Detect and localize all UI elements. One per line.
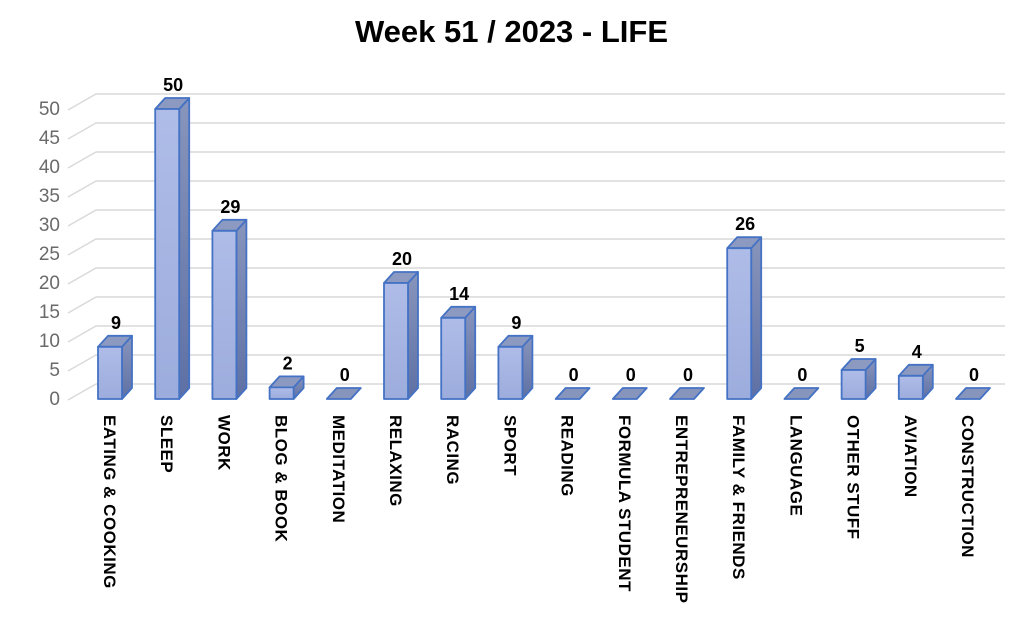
data-label-aviation: 4: [912, 342, 922, 362]
bar-eating-cooking: [97, 345, 123, 400]
y-axis-tick-label: 0: [49, 389, 60, 410]
data-label-sleep: 50: [163, 75, 183, 95]
bars: [97, 97, 991, 400]
bar-sleep-side: [178, 97, 191, 400]
bar-family-friends-side: [750, 236, 763, 400]
gridline: [67, 238, 1005, 256]
y-axis-tick-label: 50: [39, 99, 60, 120]
data-label-family-friends: 26: [735, 214, 755, 234]
bar-blog-book: [268, 386, 295, 400]
gridline: [67, 325, 1005, 343]
category-label-work: WORK: [214, 415, 233, 471]
category-label-sport: SPORT: [500, 415, 519, 476]
gridline: [67, 354, 1005, 372]
data-label-other-stuff: 5: [855, 336, 865, 356]
gridline: [67, 93, 1005, 111]
data-label-meditation: 0: [340, 365, 350, 385]
gridline: [67, 209, 1005, 227]
y-axis-tick-label: 25: [39, 244, 60, 265]
bar-language: [783, 387, 820, 400]
data-label-eating-cooking: 9: [111, 313, 121, 333]
bar-relaxing: [383, 282, 409, 400]
category-label-blog-book: BLOG & BOOK: [272, 415, 291, 543]
y-axis-tick-label: 30: [39, 215, 60, 236]
bar-racing-side: [464, 305, 477, 400]
category-label-racing: RACING: [443, 415, 462, 485]
data-label-work: 29: [220, 197, 240, 217]
category-label-family-friends: FAMILY & FRIENDS: [729, 415, 748, 580]
bar-racing: [440, 316, 467, 400]
gridlines: [67, 93, 1005, 401]
chart-title: Week 51 / 2023 - LIFE: [354, 14, 669, 49]
data-label-relaxing: 20: [392, 249, 412, 269]
bar-aviation: [897, 374, 924, 400]
gridline: [67, 180, 1005, 198]
bar-other-stuff: [840, 369, 867, 400]
gridline: [67, 267, 1005, 285]
category-label-entrepreneurship: ENTREPRENEURSHIP: [672, 415, 691, 603]
y-axis-tick-label: 40: [39, 157, 60, 178]
gridline: [67, 122, 1005, 140]
data-label-entrepreneurship: 0: [683, 365, 693, 385]
category-label-eating-cooking: EATING & COOKING: [100, 415, 119, 589]
y-axis-tick-label: 10: [39, 331, 60, 352]
bar-relaxing-side: [407, 271, 419, 400]
category-label-meditation: MEDITATION: [329, 415, 348, 523]
gridline: [67, 151, 1005, 169]
bar-entrepreneurship: [669, 387, 705, 400]
data-label-construction: 0: [969, 365, 979, 385]
bar-meditation: [325, 387, 362, 400]
gridline: [67, 296, 1005, 314]
y-axis-tick-label: 15: [39, 302, 60, 323]
y-axis-tick-labels: 0 5 10 15 20 25 30 35 40 45 50: [39, 99, 60, 410]
y-axis-tick-label: 45: [39, 128, 60, 149]
bar-construction: [955, 387, 991, 400]
y-axis-tick-label: 20: [39, 273, 60, 294]
category-label-formula-student: FORMULA STUDENT: [615, 415, 634, 592]
bar-sport: [497, 345, 524, 400]
data-label-sport: 9: [511, 313, 521, 333]
category-label-relaxing: RELAXING: [386, 415, 405, 507]
y-axis-tick-label: 5: [49, 360, 60, 381]
data-label-racing: 14: [449, 284, 469, 304]
category-label-other-stuff: OTHER STUFF: [844, 415, 863, 540]
bar-sleep: [154, 108, 181, 400]
bar-family-friends: [726, 247, 753, 400]
y-axis-tick-label: 35: [39, 186, 60, 207]
bar-formula-student: [611, 387, 648, 400]
data-label-blog-book: 2: [283, 353, 293, 373]
x-axis-category-labels: EATING & COOKING SLEEP WORK BLOG & BOOK MEDI…: [100, 415, 977, 603]
data-label-language: 0: [797, 365, 807, 385]
category-label-sleep: SLEEP: [157, 415, 176, 473]
category-label-reading: READING: [558, 415, 577, 497]
category-label-language: LANGUAGE: [786, 415, 805, 516]
category-label-construction: CONSTRUCTION: [958, 415, 977, 558]
data-label-formula-student: 0: [626, 365, 636, 385]
category-label-aviation: AVIATION: [901, 415, 920, 498]
bar-work: [211, 229, 238, 400]
gridline: [67, 383, 1005, 401]
data-label-reading: 0: [569, 365, 579, 385]
bar-work-side: [235, 218, 248, 400]
bar-reading: [554, 387, 591, 400]
